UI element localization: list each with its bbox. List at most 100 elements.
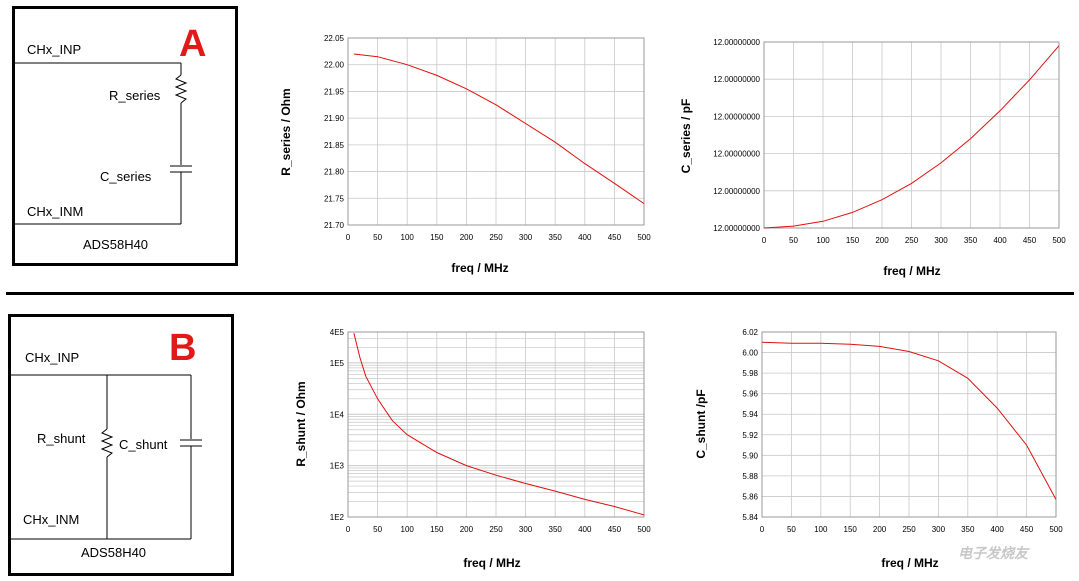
x-tick-label: 500 (1052, 236, 1066, 245)
y-axis-label: C_series / pF (679, 99, 693, 174)
circuit-a-inp-label: CHx_INP (27, 42, 82, 57)
x-tick-label: 400 (991, 525, 1005, 534)
plot-frame (347, 331, 645, 518)
x-tick-label: 100 (816, 236, 830, 245)
x-tick-label: 50 (373, 233, 382, 242)
circuit-b-c-label: C_shunt (119, 437, 168, 452)
y-tick-label: 22.00 (324, 61, 345, 70)
y-tick-label: 21.75 (324, 194, 345, 203)
y-tick-label: 12.00000000 (713, 38, 760, 47)
y-tick-label: 21.90 (324, 114, 345, 123)
watermark-text: 电子发烧友 (958, 545, 1028, 561)
x-tick-label: 400 (578, 233, 592, 242)
y-tick-label: 5.90 (742, 451, 758, 460)
x-tick-label: 350 (961, 525, 975, 534)
x-tick-label: 350 (549, 525, 563, 534)
y-tick-label: 21.70 (324, 221, 345, 230)
x-tick-label: 450 (608, 233, 622, 242)
x-tick-label: 200 (460, 233, 474, 242)
x-tick-label: 0 (346, 525, 351, 534)
x-tick-label: 400 (578, 525, 592, 534)
x-tick-label: 100 (401, 525, 415, 534)
x-tick-label: 150 (846, 236, 860, 245)
x-tick-label: 200 (460, 525, 474, 534)
y-tick-label: 5.86 (742, 492, 758, 501)
x-tick-label: 450 (1023, 236, 1037, 245)
circuit-a-inm-label: CHx_INM (27, 204, 84, 219)
x-tick-label: 250 (489, 525, 503, 534)
x-axis-label: freq / MHz (881, 556, 938, 570)
circuit-a-panel: A CHx_INP R_series C_series CHx_INM ADS5… (12, 6, 238, 266)
y-tick-label: 6.02 (742, 328, 758, 337)
y-tick-label: 22.05 (324, 34, 345, 43)
plot-frame (763, 41, 1060, 229)
section-divider (6, 292, 1074, 295)
x-tick-label: 450 (1020, 525, 1034, 534)
y-tick-label: 5.88 (742, 472, 758, 481)
circuit-b-inm-label: CHx_INM (23, 512, 80, 527)
plot-frame (347, 37, 645, 226)
y-axis-label: R_shunt / Ohm (294, 381, 308, 466)
circuit-a-chip-label: ADS58H40 (83, 237, 149, 252)
x-tick-label: 50 (787, 525, 796, 534)
x-tick-label: 150 (430, 525, 444, 534)
chart-r_shunt: 0 50 100 150 200 250 300 350 400 450 500 4E5 1E5 1E4 1… (294, 328, 651, 570)
circuit-b-resistor-icon (100, 428, 114, 458)
circuit-b-panel: B CHx_INP R_shunt C_shunt CHx_INM ADS58H… (8, 314, 234, 576)
x-tick-label: 200 (875, 236, 889, 245)
chart-r_series: 0 50 100 150 200 250 300 350 400 450 500 21.70 21.75… (279, 34, 651, 275)
y-tick-label: 12.00000000 (713, 112, 760, 121)
series-line-r_shunt (353, 332, 645, 516)
circuit-a-c-label: C_series (100, 169, 152, 184)
y-tick-label: 1E2 (330, 513, 345, 522)
x-tick-label: 500 (637, 233, 651, 242)
x-tick-label: 150 (844, 525, 858, 534)
circuit-b-inp-label: CHx_INP (25, 350, 80, 365)
y-tick-label: 6.00 (742, 349, 758, 358)
circuit-b-chip-label: ADS58H40 (81, 545, 147, 560)
x-tick-label: 350 (964, 236, 978, 245)
x-tick-label: 0 (760, 525, 765, 534)
x-tick-label: 500 (1049, 525, 1063, 534)
y-tick-label: 12.00000000 (713, 224, 760, 233)
x-axis-label: freq / MHz (883, 264, 940, 278)
series-line-r_series (353, 53, 645, 205)
y-tick-label: 5.84 (742, 513, 758, 522)
x-tick-label: 300 (519, 233, 533, 242)
y-tick-label: 12.00000000 (713, 150, 760, 159)
plot-frame (761, 331, 1057, 518)
x-tick-label: 0 (346, 233, 351, 242)
y-tick-label: 1E3 (330, 462, 345, 471)
circuit-b-letter: B (169, 327, 197, 369)
x-axis-label: freq / MHz (463, 556, 520, 570)
circuit-a-resistor-icon (174, 74, 188, 104)
y-tick-label: 21.85 (324, 141, 345, 150)
circuit-a-schematic (15, 62, 192, 225)
y-tick-label: 1E5 (330, 359, 345, 368)
x-tick-label: 50 (789, 236, 798, 245)
y-tick-label: 21.95 (324, 87, 345, 96)
y-axis-label: R_series / Ohm (279, 88, 293, 175)
x-tick-label: 300 (519, 525, 533, 534)
series-line-c_series (763, 45, 1060, 229)
y-tick-label: 21.80 (324, 168, 345, 177)
y-tick-label: 12.00000000 (713, 187, 760, 196)
x-tick-label: 250 (489, 233, 503, 242)
x-tick-label: 350 (549, 233, 563, 242)
x-tick-label: 100 (401, 233, 415, 242)
x-tick-label: 0 (762, 236, 767, 245)
y-tick-label: 4E5 (330, 328, 345, 337)
x-tick-label: 300 (932, 525, 946, 534)
x-axis-label: freq / MHz (451, 261, 508, 275)
y-tick-label: 12.00000000 (713, 75, 760, 84)
y-tick-label: 5.96 (742, 390, 758, 399)
x-tick-label: 300 (934, 236, 948, 245)
y-tick-label: 5.98 (742, 369, 758, 378)
x-tick-label: 150 (430, 233, 444, 242)
y-axis-label: C_shunt /pF (694, 389, 708, 458)
x-tick-label: 100 (814, 525, 828, 534)
circuit-a-r-label: R_series (109, 88, 161, 103)
y-tick-label: 1E4 (330, 410, 345, 419)
y-tick-label: 5.94 (742, 410, 758, 419)
